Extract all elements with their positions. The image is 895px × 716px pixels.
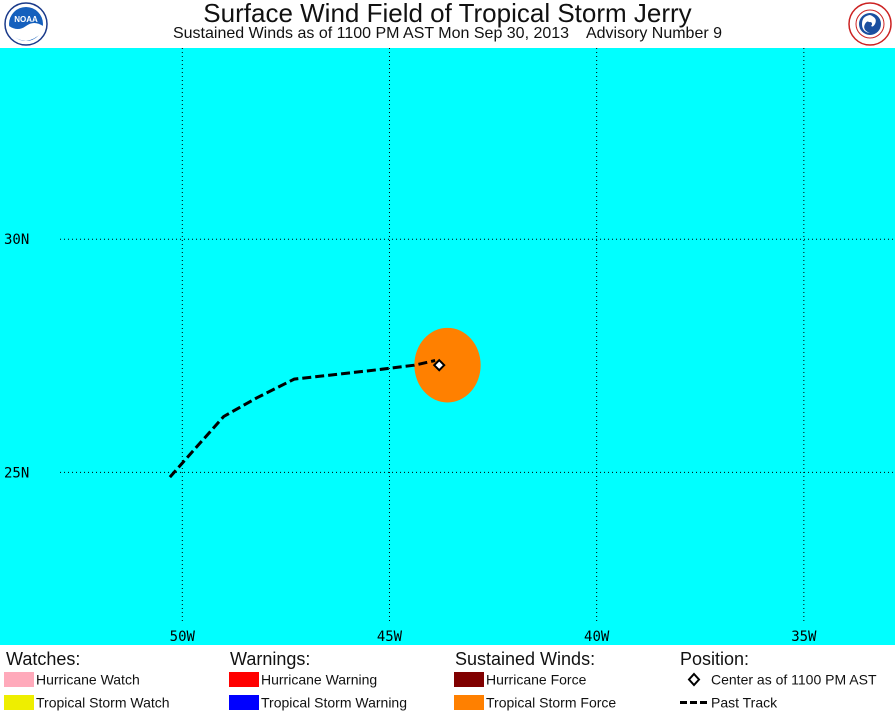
map-subtitle: Sustained Winds as of 1100 PM AST Mon Se… — [172, 25, 723, 42]
map-canvas: 30N 25N 50W 45W 40W 35W — [4, 48, 895, 645]
legend-item-tropical-storm-warning: Tropical Storm Warning — [229, 692, 407, 710]
hurricane-warning-swatch — [229, 671, 259, 687]
storm-center-marker — [432, 358, 446, 372]
hurricane-watch-swatch — [4, 671, 34, 687]
header: NOAA Surface Wind Field of Tropical Stor… — [0, 0, 895, 48]
map-title: Surface Wind Field of Tropical Storm Jer… — [203, 0, 692, 28]
past-track-line — [168, 359, 436, 479]
legend-item-hurricane-watch: Hurricane Watch — [4, 669, 140, 687]
tropical-storm-warning-swatch — [229, 694, 259, 710]
legend: Watches: Hurricane Watch Tropical Storm … — [0, 645, 895, 716]
nws-logo — [848, 2, 892, 46]
legend-warnings-heading: Warnings: — [230, 649, 311, 669]
legend-item-tropical-storm-watch: Tropical Storm Watch — [4, 692, 170, 710]
legend-item-hurricane-warning: Hurricane Warning — [229, 669, 377, 687]
lon-label: 45W — [377, 629, 403, 645]
legend-position-heading: Position: — [680, 649, 750, 669]
tropical-storm-force-swatch — [454, 694, 484, 710]
lat-label: 25N — [4, 465, 29, 481]
legend-sustained-winds-heading: Sustained Winds: — [455, 649, 596, 669]
svg-text:NOAA: NOAA — [14, 15, 38, 24]
tropical-storm-force-wind-field — [414, 327, 481, 403]
lon-label: 40W — [584, 629, 610, 645]
lat-label: 30N — [4, 232, 29, 248]
diamond-icon — [679, 672, 709, 687]
hurricane-force-swatch — [454, 671, 484, 687]
legend-item-hurricane-force: Hurricane Force — [454, 669, 586, 687]
legend-item-center-position: Center as of 1100 PM AST — [679, 669, 877, 687]
legend-item-tropical-storm-force: Tropical Storm Force — [454, 692, 616, 710]
tropical-storm-watch-swatch — [4, 694, 34, 710]
wind-field-map: 30N 25N 50W 45W 40W 35W — [0, 48, 895, 645]
legend-item-past-track: Past Track — [679, 692, 777, 710]
noaa-logo: NOAA — [4, 2, 48, 46]
legend-watches-heading: Watches: — [6, 649, 81, 669]
lon-label: 35W — [791, 629, 817, 645]
lon-label: 50W — [170, 629, 196, 645]
dashed-line-icon — [679, 695, 709, 710]
